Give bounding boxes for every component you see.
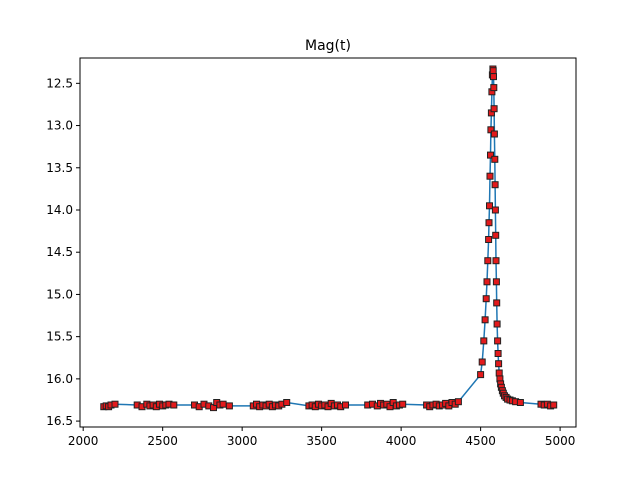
data-point — [342, 401, 349, 409]
data-point — [482, 295, 490, 303]
data-point — [454, 398, 462, 406]
data-point — [492, 257, 500, 265]
data-point — [480, 337, 488, 345]
x-tick-label: 2000 — [68, 434, 99, 448]
data-point — [490, 84, 498, 92]
y-tick-label: 15.5 — [46, 330, 73, 344]
x-tick-label: 3500 — [306, 434, 337, 448]
data-point — [495, 369, 503, 377]
x-tick-label: 2500 — [147, 434, 178, 448]
y-tick-label: 13.0 — [46, 119, 73, 133]
data-point — [494, 337, 502, 345]
data-point — [490, 73, 497, 81]
y-tick-label: 14.5 — [46, 245, 73, 259]
data-point — [493, 320, 501, 328]
data-point — [492, 231, 500, 239]
data-point — [489, 67, 497, 75]
x-tick-label: 5000 — [545, 434, 576, 448]
y-tick-label: 12.5 — [46, 76, 73, 90]
y-tick-label: 16.5 — [46, 414, 73, 428]
x-tick-label: 3000 — [227, 434, 258, 448]
data-point — [478, 358, 486, 366]
data-point — [490, 105, 498, 113]
data-point — [550, 401, 558, 409]
y-tick-label: 14.0 — [46, 203, 73, 217]
data-point — [486, 202, 493, 210]
data-point — [477, 371, 485, 379]
data-point — [494, 350, 502, 357]
y-tick-label: 15.0 — [46, 287, 73, 301]
axes-frame — [79, 57, 577, 428]
data-point — [484, 257, 492, 265]
x-tick-label: 4000 — [386, 434, 417, 448]
data-point — [492, 278, 500, 286]
data-point — [399, 400, 407, 408]
chart-title: Mag(t) — [305, 38, 351, 54]
data-point — [491, 181, 499, 189]
data-point — [485, 236, 493, 243]
data-point — [493, 299, 501, 307]
data-point — [516, 399, 524, 406]
axes: 2000 2500 3000 3500 4000 4500 5000 12.5 13.0 13.5… — [46, 57, 577, 448]
data-point — [485, 219, 493, 227]
data-point — [495, 360, 503, 368]
data-point — [487, 151, 494, 159]
x-tick-label: 4500 — [465, 434, 496, 448]
y-tick-label: 16.0 — [46, 372, 73, 386]
data-point — [483, 278, 491, 286]
data-point — [283, 399, 291, 406]
y-tick-label: 13.5 — [46, 161, 73, 175]
data-point — [481, 316, 489, 324]
data-point — [491, 206, 499, 214]
data-point — [490, 130, 498, 138]
plot-area — [100, 65, 558, 412]
data-point — [111, 400, 119, 408]
data-point — [491, 155, 499, 163]
data-point — [225, 402, 233, 410]
data-point — [219, 400, 227, 408]
data-point — [170, 401, 178, 409]
data-point — [486, 172, 494, 180]
